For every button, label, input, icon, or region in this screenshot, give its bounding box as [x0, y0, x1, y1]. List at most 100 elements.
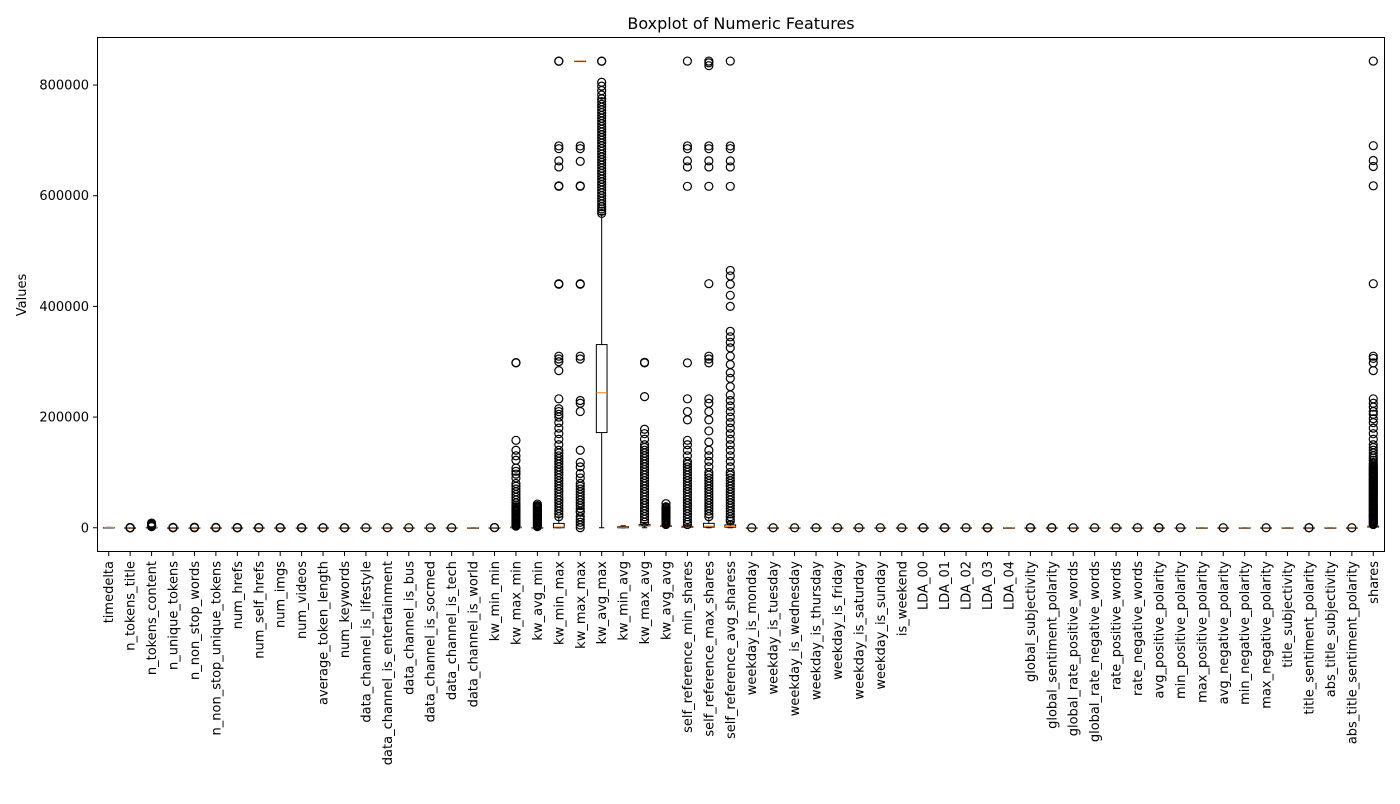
flier-point — [425, 523, 435, 533]
flier-point — [682, 141, 693, 151]
x-tick-label: num_self_hrefs — [252, 561, 267, 659]
flier-point — [639, 357, 650, 367]
flier-point — [704, 358, 714, 368]
x-tick-label: abs_title_subjectivity — [1324, 561, 1339, 698]
x-tick-label: n_non_stop_unique_tokens — [209, 561, 224, 736]
flier-point — [361, 523, 371, 533]
flier-point — [511, 469, 521, 479]
flier-point — [575, 484, 585, 494]
flier-point — [682, 440, 693, 450]
flier-point — [704, 141, 714, 151]
flier-point — [639, 424, 650, 434]
x-tick-label: is_weekend — [895, 561, 910, 636]
flier-point — [811, 523, 821, 533]
flier-point — [575, 156, 585, 167]
flier-point — [725, 390, 735, 400]
x-tick-label: LDA_01 — [938, 561, 953, 610]
flier-point — [554, 144, 564, 154]
flier-point — [639, 429, 650, 439]
flier-point — [704, 279, 714, 289]
flier-point — [575, 457, 585, 468]
flier-point — [1368, 398, 1378, 408]
x-tick-label: weekday_is_friday — [831, 561, 846, 680]
flier-point — [554, 409, 564, 419]
y-tick-label: 200000 — [39, 411, 89, 426]
flier-point — [597, 99, 607, 110]
flier-point — [682, 358, 693, 368]
flier-point — [704, 398, 714, 408]
flier-point — [704, 406, 714, 417]
x-tick-label: weekday_is_thursday — [810, 561, 825, 700]
flier-point — [1047, 523, 1057, 533]
flier-point — [1368, 414, 1378, 424]
flier-point — [832, 523, 843, 533]
flier-point — [511, 484, 521, 494]
flier-point — [704, 181, 714, 191]
x-tick-label: num_imgs — [274, 561, 289, 628]
flier-point — [554, 181, 564, 191]
flier-point — [725, 265, 735, 276]
flier-point — [554, 156, 564, 166]
flier-point — [1368, 409, 1378, 419]
flier-point — [404, 523, 414, 533]
flier-point — [704, 61, 714, 71]
flier-point — [554, 354, 564, 364]
flier-point — [704, 144, 714, 154]
x-tick-label: kw_avg_avg — [659, 561, 674, 640]
flier-point — [554, 451, 564, 461]
x-tick-label: num_keywords — [338, 561, 353, 658]
flier-point — [725, 271, 735, 281]
flier-point — [725, 451, 735, 461]
flier-point — [554, 429, 564, 439]
flier-point — [1090, 523, 1100, 533]
x-tick-label: kw_min_max — [552, 561, 567, 645]
flier-point — [511, 451, 521, 461]
flier-point — [575, 354, 585, 364]
flier-point — [1368, 445, 1378, 455]
box-iqr — [595, 344, 608, 434]
x-tick-label: min_positive_polarity — [1174, 561, 1189, 699]
x-tick-label: global_rate_positive_words — [1067, 561, 1082, 736]
flier-point — [704, 394, 714, 404]
x-tick-label: global_subjectivity — [1024, 561, 1039, 682]
flier-point — [447, 523, 457, 533]
flier-point — [661, 499, 671, 509]
flier-point — [940, 523, 950, 533]
flier-point — [725, 429, 735, 439]
flier-point — [254, 523, 264, 533]
x-tick-label: LDA_04 — [1002, 561, 1017, 610]
box-iqr — [552, 522, 565, 529]
flier-point — [747, 523, 757, 533]
flier-point — [682, 462, 693, 472]
flier-point — [511, 473, 521, 483]
flier-point — [575, 473, 585, 483]
x-tick-label: abs_title_sentiment_polarity — [1345, 561, 1360, 744]
flier-point — [1132, 523, 1143, 533]
x-tick-label: avg_positive_polarity — [1152, 561, 1167, 699]
x-tick-label: kw_avg_max — [595, 561, 610, 645]
y-tick-label: 800000 — [39, 79, 89, 94]
flier-point — [1368, 434, 1378, 444]
x-tick-label: global_rate_negative_words — [1088, 561, 1103, 742]
flier-point — [725, 406, 735, 417]
flier-point — [704, 437, 714, 447]
flier-point — [1347, 523, 1357, 533]
flier-point — [554, 141, 564, 151]
flier-point — [532, 499, 542, 509]
flier-point — [1218, 523, 1228, 533]
flier-point — [575, 351, 585, 361]
flier-point — [725, 279, 735, 289]
flier-point — [211, 522, 221, 532]
flier-point — [725, 467, 735, 478]
flier-point — [575, 141, 585, 151]
x-tick-label: max_negative_polarity — [1260, 561, 1275, 709]
flier-point — [704, 467, 714, 478]
flier-point — [575, 468, 585, 479]
x-tick-label: weekday_is_tuesday — [767, 561, 782, 695]
flier-point — [639, 440, 650, 450]
flier-point — [1068, 523, 1078, 533]
flier-point — [639, 434, 650, 444]
flier-point — [575, 462, 585, 472]
